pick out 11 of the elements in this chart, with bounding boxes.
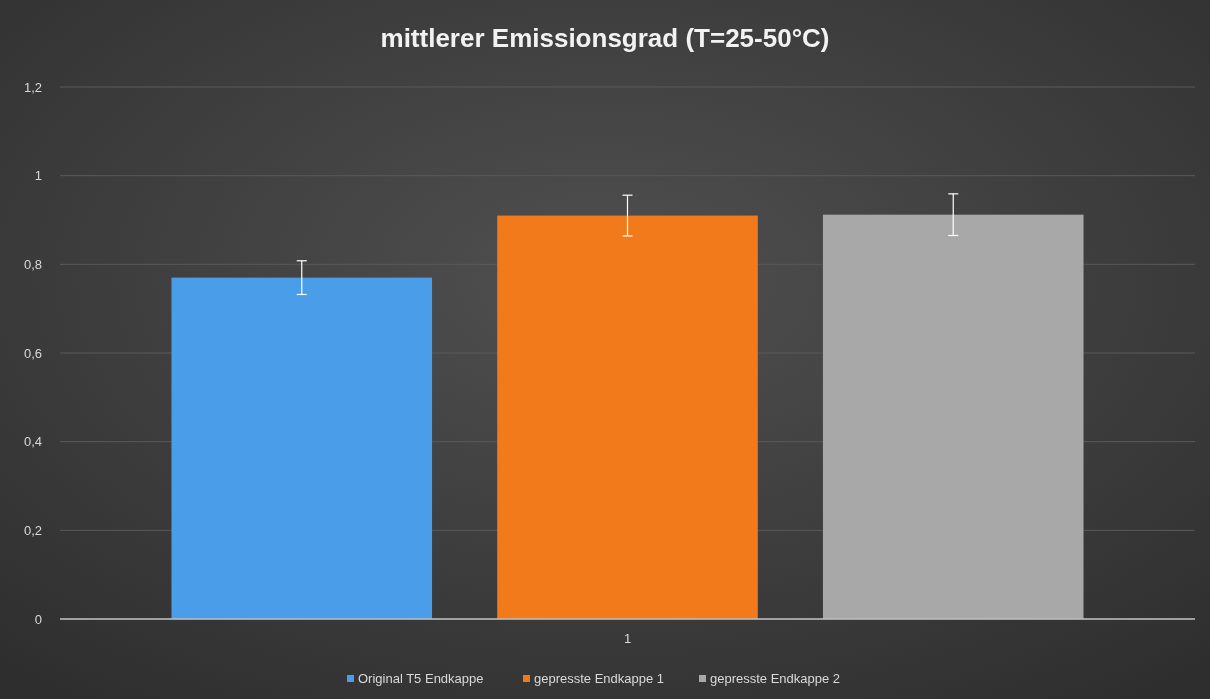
y-tick-label: 0 — [34, 611, 42, 627]
legend-label: Original T5 Endkappe — [358, 671, 484, 686]
y-tick-label: 1 — [34, 168, 42, 184]
legend-label: gepresste Endkappe 2 — [710, 671, 841, 686]
y-tick-label: 1,2 — [23, 79, 42, 95]
y-tick-label: 0,8 — [23, 256, 42, 272]
legend-label: gepresste Endkappe 1 — [534, 671, 665, 686]
y-tick-label: 0,6 — [23, 345, 42, 361]
y-tick-label: 0,4 — [23, 434, 42, 450]
y-tick-label: 0,2 — [23, 522, 42, 538]
chart-title: mittlerer Emissionsgrad (T=25-50°C) — [380, 23, 830, 53]
